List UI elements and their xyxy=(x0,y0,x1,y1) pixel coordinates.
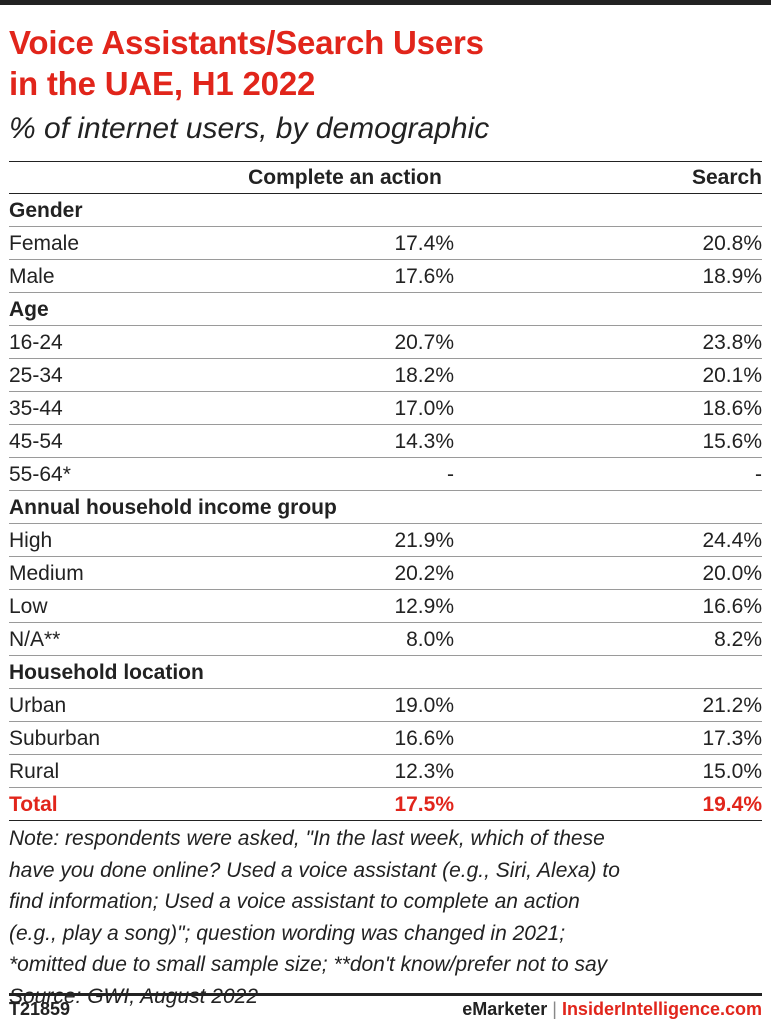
value-search: 15.0% xyxy=(455,754,762,788)
row-label: Female xyxy=(9,226,235,260)
value-search: 15.6% xyxy=(455,424,762,458)
value-complete-action: 8.0% xyxy=(235,622,455,656)
title-line-1: Voice Assistants/Search Users xyxy=(9,24,484,61)
value-complete-action: 20.7% xyxy=(235,325,455,359)
value-complete-action: 12.9% xyxy=(235,589,455,623)
table-row: 16-24 20.7% 23.8% xyxy=(9,325,762,359)
table-row: High 21.9% 24.4% xyxy=(9,523,762,557)
row-label: High xyxy=(9,523,235,557)
table-row: Rural 12.3% 15.0% xyxy=(9,754,762,788)
brand-separator: | xyxy=(552,999,557,1019)
row-label: N/A** xyxy=(9,622,235,656)
table-row: 45-54 14.3% 15.6% xyxy=(9,424,762,458)
row-label: 45-54 xyxy=(9,424,235,458)
value-search: 16.6% xyxy=(455,589,762,623)
value-complete-action: - xyxy=(235,457,455,491)
column-header-complete-action: Complete an action xyxy=(235,161,455,194)
value-search: 18.6% xyxy=(455,391,762,425)
total-label: Total xyxy=(9,787,235,821)
data-table: Complete an action Search Gender Female 17… xyxy=(9,161,762,821)
brand: eMarketer | InsiderIntelligence.com xyxy=(462,999,762,1020)
value-complete-action: 17.6% xyxy=(235,259,455,293)
chart-card: Voice Assistants/Search Users in the UAE… xyxy=(9,0,762,1012)
value-search: 24.4% xyxy=(455,523,762,557)
table-row: 35-44 17.0% 18.6% xyxy=(9,391,762,425)
row-label: Low xyxy=(9,589,235,623)
row-label: Male xyxy=(9,259,235,293)
table-row: Medium 20.2% 20.0% xyxy=(9,556,762,590)
row-label: Urban xyxy=(9,688,235,722)
table-row: Male 17.6% 18.9% xyxy=(9,259,762,293)
header-row: Complete an action Search xyxy=(9,161,762,194)
value-complete-action: 12.3% xyxy=(235,754,455,788)
value-complete-action: 18.2% xyxy=(235,358,455,392)
section-label: Household location xyxy=(9,655,762,689)
table-body: Gender Female 17.4% 20.8% Male 17.6% 18.9% Age 1… xyxy=(9,193,762,821)
section-row: Household location xyxy=(9,655,762,689)
total-row: Total 17.5% 19.4% xyxy=(9,787,762,821)
section-label: Annual household income group xyxy=(9,490,762,524)
column-header-label xyxy=(9,161,235,194)
section-row: Annual household income group xyxy=(9,490,762,524)
section-label: Gender xyxy=(9,193,762,227)
value-search: 20.1% xyxy=(455,358,762,392)
table-row: Suburban 16.6% 17.3% xyxy=(9,721,762,755)
table-row: 25-34 18.2% 20.1% xyxy=(9,358,762,392)
row-label: Rural xyxy=(9,754,235,788)
brand-emarketer: eMarketer xyxy=(462,999,548,1019)
value-complete-action: 20.2% xyxy=(235,556,455,590)
value-search: 20.8% xyxy=(455,226,762,260)
table-row: Urban 19.0% 21.2% xyxy=(9,688,762,722)
title-line-2: in the UAE, H1 2022 xyxy=(9,65,316,102)
section-label: Age xyxy=(9,292,762,326)
value-search: 18.9% xyxy=(455,259,762,293)
value-complete-action: 16.6% xyxy=(235,721,455,755)
table-row: N/A** 8.0% 8.2% xyxy=(9,622,762,656)
value-search: 8.2% xyxy=(455,622,762,656)
top-rule xyxy=(0,0,771,5)
value-search: 17.3% xyxy=(455,721,762,755)
row-label: 16-24 xyxy=(9,325,235,359)
value-search: 23.8% xyxy=(455,325,762,359)
table-row: 55-64* - - xyxy=(9,457,762,491)
section-row: Age xyxy=(9,292,762,326)
table-row: Low 12.9% 16.6% xyxy=(9,589,762,623)
row-label: 55-64* xyxy=(9,457,235,491)
value-complete-action: 19.0% xyxy=(235,688,455,722)
section-row: Gender xyxy=(9,193,762,227)
value-complete-action: 14.3% xyxy=(235,424,455,458)
brand-insider-intelligence: InsiderIntelligence.com xyxy=(561,999,762,1019)
chart-subtitle: % of internet users, by demographic xyxy=(9,112,490,145)
chart-id: T21859 xyxy=(9,999,71,1019)
column-header-search: Search xyxy=(455,161,762,194)
value-complete-action: 17.4% xyxy=(235,226,455,260)
value-search: 21.2% xyxy=(455,688,762,722)
chart-title: Voice Assistants/Search Users in the UAE… xyxy=(9,0,762,104)
row-label: Medium xyxy=(9,556,235,590)
footer: T21859 eMarketer | InsiderIntelligence.com xyxy=(9,993,762,1023)
total-search: 19.4% xyxy=(455,787,762,821)
row-label: Suburban xyxy=(9,721,235,755)
value-search: - xyxy=(455,457,762,491)
total-complete-action: 17.5% xyxy=(235,787,455,821)
table-row: Female 17.4% 20.8% xyxy=(9,226,762,260)
row-label: 35-44 xyxy=(9,391,235,425)
chart-note: Note: respondents were asked, "In the la… xyxy=(9,827,620,1008)
value-search: 20.0% xyxy=(455,556,762,590)
value-complete-action: 21.9% xyxy=(235,523,455,557)
row-label: 25-34 xyxy=(9,358,235,392)
value-complete-action: 17.0% xyxy=(235,391,455,425)
